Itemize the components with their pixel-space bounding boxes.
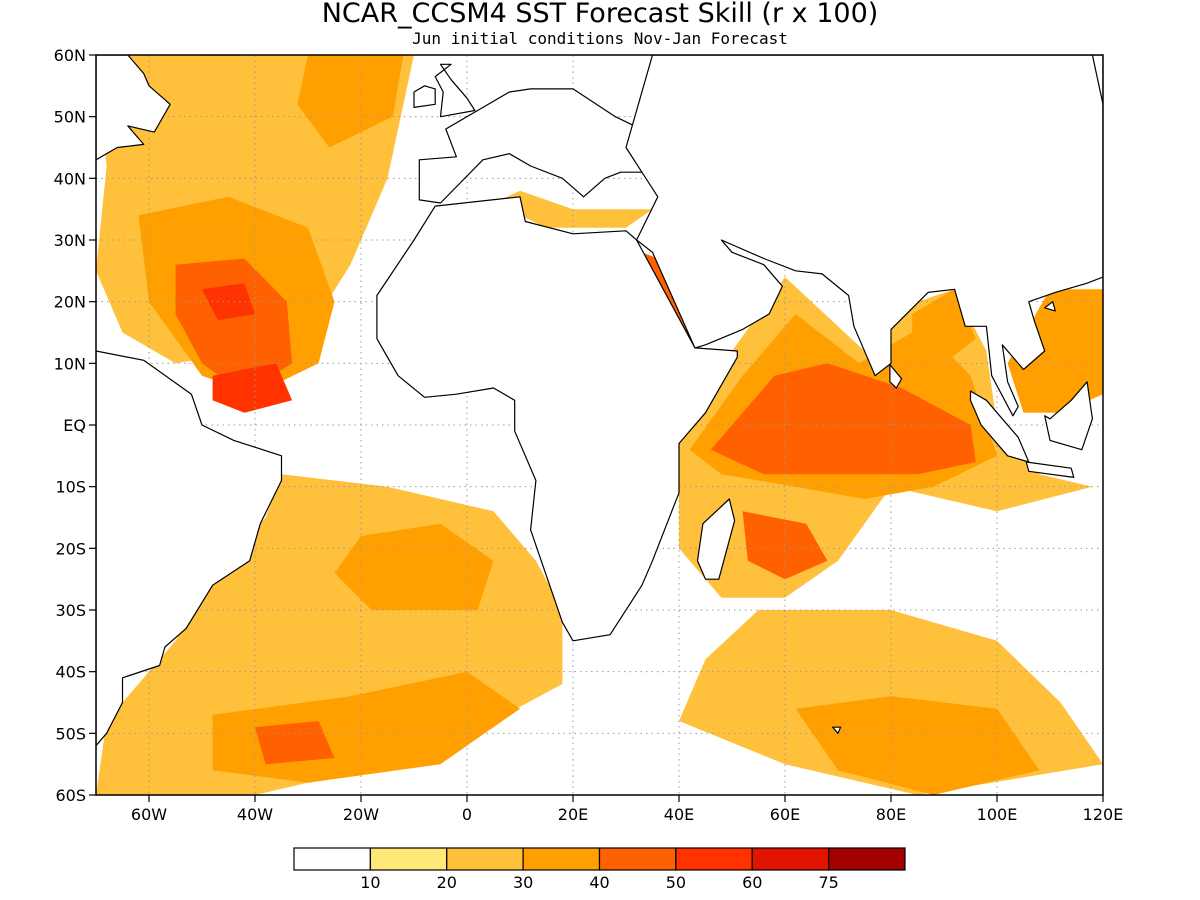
colorbar-label: 75 [818,873,838,892]
x-tick-label: 60W [131,805,167,824]
y-tick-label: 40N [54,169,86,188]
x-tick-label: 20E [558,805,588,824]
y-tick-label: 60N [54,46,86,65]
y-tick-label: EQ [63,416,86,435]
colorbar-label: 20 [437,873,457,892]
colorbar-swatch [828,847,906,871]
skill-region-indian-ocean-hot [710,363,976,475]
y-tick-label: 30N [54,231,86,250]
map-title: NCAR_CCSM4 SST Forecast Skill (r x 100) [322,0,879,29]
colorbar-swatch [751,847,830,871]
land-sumatra [969,390,1030,463]
x-tick-label: 20W [343,805,379,824]
coastline-layer [96,30,1103,747]
x-tick-label: 120E [1083,805,1124,824]
colorbar-swatch [598,847,677,871]
y-tick-label: 10N [54,354,86,373]
colorbar-label: 50 [666,873,686,892]
latitude-ticks: 60N 50N 40N 30N 20N 10N EQ 10S 20S 30S 40S 50S 60S [54,46,96,805]
y-tick-label: 20S [55,539,86,558]
longitude-ticks: 60W 40W 20W 0 20E 40E 60E 80E 100E 120E [131,795,1123,824]
colorbar-label: 60 [742,873,762,892]
skill-region-tropical-atlantic-max [212,363,293,413]
colorbar-label: 10 [360,873,380,892]
land-north-america [96,55,171,161]
land-madagascar [696,498,736,580]
map-area: 60W 40W 20W 0 20E 40E 60E 80E 100E 120E 60N 50N 40N… [54,30,1124,824]
colorbar-swatch [369,847,448,871]
land-borneo [1044,381,1094,451]
land-great-britain [434,63,476,118]
x-tick-label: 40W [237,805,273,824]
skill-region-south-china-sea [1007,289,1103,413]
land-kerguelen [832,726,842,734]
skill-region-north-atlantic-upper [297,55,404,148]
y-tick-label: 50S [55,724,86,743]
land-arabia-asia [625,55,1103,417]
land-taiwan-hainan [1044,301,1056,312]
land-sakhalin [1091,55,1103,105]
land-ireland [413,85,436,109]
land-south-america [96,350,283,747]
x-tick-label: 0 [462,805,472,824]
x-tick-label: 60E [770,805,800,824]
land-iceland-edge [340,30,398,49]
colorbar-label: 40 [589,873,609,892]
map-subtitle: Jun initial conditions Nov-Jan Forecast [412,29,788,48]
x-tick-label: 40E [664,805,694,824]
y-tick-label: 20N [54,293,86,312]
y-tick-label: 40S [55,663,86,682]
land-java [1025,461,1075,478]
colorbar-swatch [675,847,753,871]
colorbar-swatch [293,847,371,871]
y-tick-label: 30S [55,601,86,620]
y-tick-label: 60S [55,786,86,805]
skill-region-southern-indian-core [795,696,1040,795]
x-tick-label: 100E [977,805,1018,824]
y-tick-label: 50N [54,108,86,127]
colorbar: 10 20 30 40 50 60 75 [293,847,906,892]
x-tick-label: 80E [876,805,906,824]
skill-region-south-atlantic-max [255,721,335,765]
colorbar-swatch [522,847,601,871]
skill-region-south-atlantic-core [334,523,494,610]
colorbar-label: 30 [513,873,533,892]
y-tick-label: 10S [55,478,86,497]
land-sri-lanka [889,364,903,389]
colorbar-swatch [446,847,524,871]
land-africa [376,196,738,642]
skill-shading-layer [96,55,1103,795]
